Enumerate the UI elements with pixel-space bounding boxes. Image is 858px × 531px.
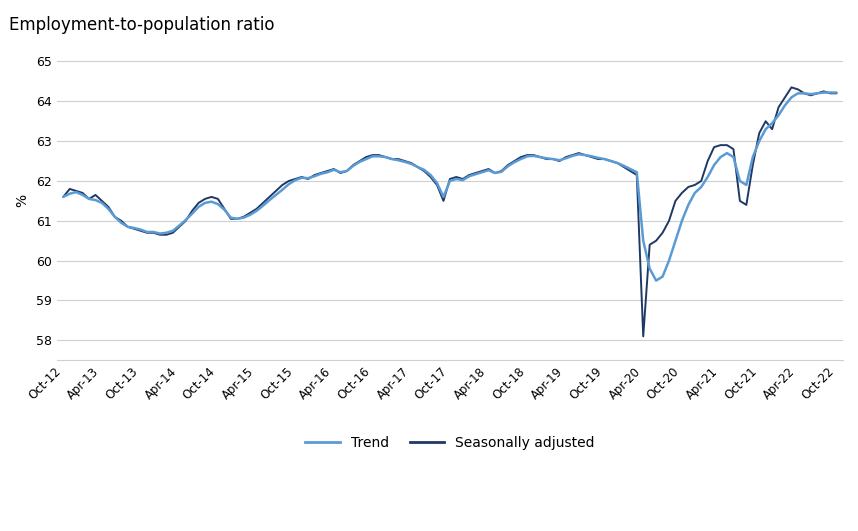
Legend: Trend, Seasonally adjusted: Trend, Seasonally adjusted — [299, 430, 601, 455]
Text: Employment-to-population ratio: Employment-to-population ratio — [9, 16, 274, 34]
Y-axis label: %: % — [15, 194, 29, 208]
